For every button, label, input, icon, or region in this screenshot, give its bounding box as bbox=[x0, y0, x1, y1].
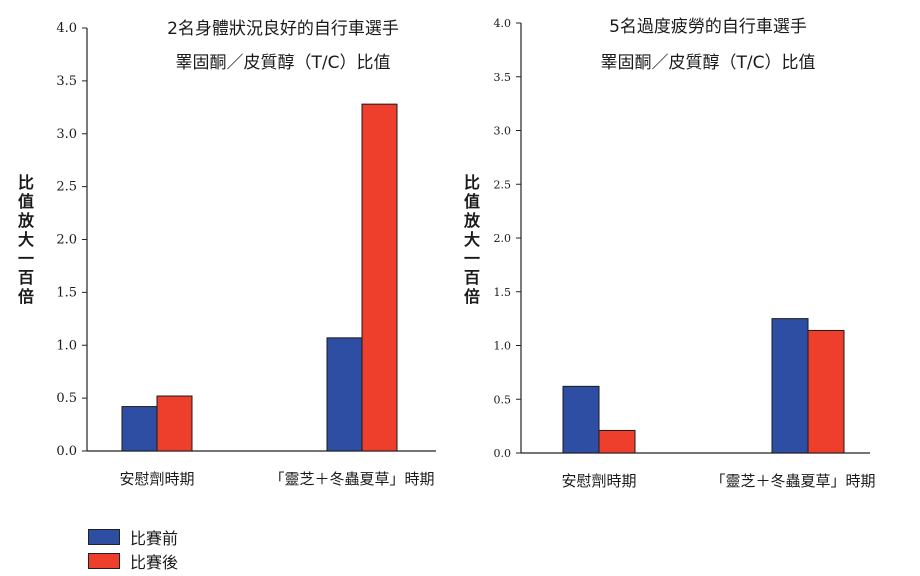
chart2-bar-after-1 bbox=[598, 429, 636, 454]
chart2-y-tick-label: 3.5 bbox=[494, 71, 512, 84]
chart2-y-tick-label: 2.5 bbox=[494, 178, 512, 191]
chart1-category-label: 安慰劑時期 bbox=[119, 470, 194, 488]
chart1-y-tick-label: 2.5 bbox=[56, 180, 77, 195]
legend-label-before: 比賽前 bbox=[130, 529, 179, 548]
chart2-y-tick-label: 0.5 bbox=[494, 393, 512, 406]
chart1-bar-before-1 bbox=[121, 406, 158, 452]
chart2-y-tick-label: 4.0 bbox=[494, 17, 512, 30]
legend-swatch-before bbox=[88, 529, 120, 545]
chart2-bar-before-1 bbox=[562, 385, 600, 454]
legend-label-after: 比賽後 bbox=[130, 553, 179, 572]
chart1-y-axis-label: 比值放大一百倍 bbox=[17, 173, 35, 306]
chart2-bar-after-2 bbox=[807, 329, 845, 454]
chart1-y-tick-label: 1.0 bbox=[56, 338, 77, 353]
chart2-category-label: 「靈芝＋冬蟲夏草」時期 bbox=[710, 472, 875, 490]
legend-item-before: 比賽前 bbox=[88, 526, 178, 548]
chart2-bar-before-2 bbox=[771, 318, 809, 454]
chart1-y-tick-label: 3.5 bbox=[56, 74, 77, 89]
chart1-category-label: 「靈芝＋冬蟲夏草」時期 bbox=[269, 470, 434, 488]
chart1-y-tick-label: 2.0 bbox=[56, 233, 77, 248]
chart2-y-tick-label: 1.0 bbox=[494, 340, 512, 353]
legend-swatch-after bbox=[88, 553, 120, 569]
chart1-title: 2名身體狀況良好的自行車選手 bbox=[167, 19, 399, 39]
chart1-y-tick-label: 0.5 bbox=[56, 391, 77, 406]
legend-item-after: 比賽後 bbox=[88, 550, 178, 572]
chart1-y-tick-label: 0.0 bbox=[56, 444, 77, 459]
chart2-y-tick-label: 0.0 bbox=[494, 447, 512, 460]
chart2-title: 5名過度疲勞的自行車選手 bbox=[609, 17, 807, 37]
chart1-y-tick-label: 3.0 bbox=[56, 127, 77, 142]
chart1-y-tick-label: 4.0 bbox=[56, 21, 77, 36]
chart1-bar-after-1 bbox=[156, 395, 193, 452]
chart2-category-label: 安慰劑時期 bbox=[561, 472, 636, 490]
chart2-y-tick-label: 1.5 bbox=[494, 286, 512, 299]
chart2-subtitle: 睪固酮／皮質醇（T/C）比值 bbox=[601, 53, 816, 73]
chart2-y-tick-label: 2.0 bbox=[494, 232, 512, 245]
chart2-y-axis-label: 比值放大一百倍 bbox=[463, 173, 481, 306]
legend: 比賽前 比賽後 bbox=[88, 526, 178, 574]
chart1-y-tick-label: 1.5 bbox=[56, 285, 77, 300]
chart1-bar-before-2 bbox=[326, 337, 363, 452]
chart1-subtitle: 睪固酮／皮質醇（T/C）比值 bbox=[176, 53, 391, 73]
chart2-y-tick-label: 3.0 bbox=[494, 125, 512, 138]
chart1-bar-after-2 bbox=[361, 103, 398, 452]
